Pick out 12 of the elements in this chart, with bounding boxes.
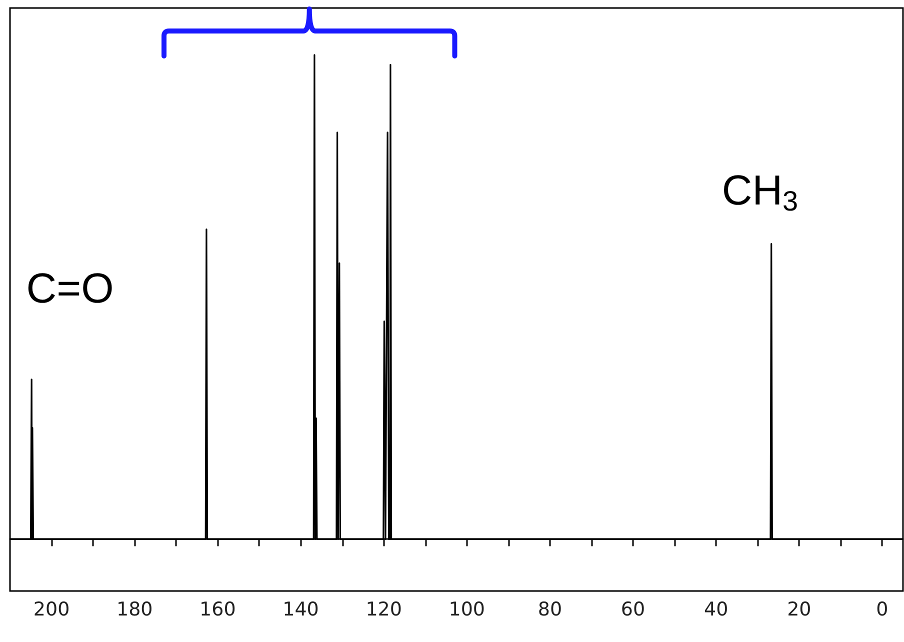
x-tick-label: 140 bbox=[282, 598, 319, 620]
annotation: C=O bbox=[26, 264, 114, 312]
x-tick-label: 120 bbox=[366, 598, 402, 620]
x-tick-label: 0 bbox=[876, 598, 888, 620]
x-tick-label: 180 bbox=[116, 598, 153, 620]
x-tick-label: 40 bbox=[704, 598, 728, 620]
x-tick-label: 20 bbox=[787, 598, 812, 620]
x-tick-label: 80 bbox=[538, 598, 562, 620]
x-tick-label: 60 bbox=[620, 598, 646, 620]
x-tick-label: 200 bbox=[33, 598, 70, 620]
x-tick-label: 100 bbox=[448, 598, 486, 620]
x-tick-label: 160 bbox=[200, 598, 236, 620]
